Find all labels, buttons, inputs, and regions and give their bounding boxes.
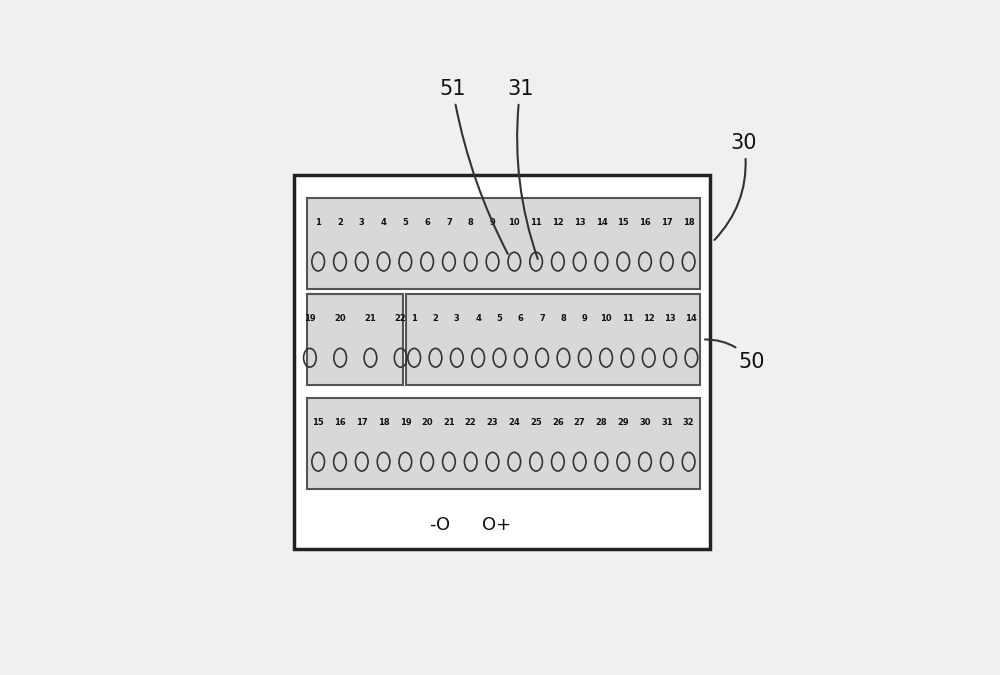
Text: 3: 3 [359, 218, 365, 227]
Text: 8: 8 [468, 218, 474, 227]
Text: 50: 50 [705, 340, 765, 372]
Text: 11: 11 [530, 218, 542, 227]
Text: 29: 29 [617, 418, 629, 427]
Text: 23: 23 [487, 418, 498, 427]
Text: 18: 18 [683, 218, 694, 227]
Text: 7: 7 [446, 218, 452, 227]
Text: 12: 12 [643, 314, 655, 323]
Text: 20: 20 [334, 314, 346, 323]
Text: 9: 9 [582, 314, 588, 323]
Text: 27: 27 [574, 418, 585, 427]
Text: 18: 18 [378, 418, 389, 427]
Text: 30: 30 [715, 134, 757, 240]
Text: 10: 10 [600, 314, 612, 323]
Text: 16: 16 [639, 218, 651, 227]
Text: 15: 15 [312, 418, 324, 427]
Text: 21: 21 [443, 418, 455, 427]
Text: 26: 26 [552, 418, 564, 427]
Text: 22: 22 [465, 418, 477, 427]
Text: 4: 4 [381, 218, 386, 227]
Bar [307, 294, 403, 385]
Text: 30: 30 [639, 418, 651, 427]
Text: 2: 2 [337, 218, 343, 227]
Text: 17: 17 [356, 418, 368, 427]
Text: 4: 4 [475, 314, 481, 323]
Text: 25: 25 [530, 418, 542, 427]
Text: 5: 5 [402, 218, 408, 227]
Text: 17: 17 [661, 218, 673, 227]
Text: 13: 13 [664, 314, 676, 323]
Text: 2: 2 [433, 314, 438, 323]
Text: 12: 12 [552, 218, 564, 227]
Text: 51: 51 [439, 79, 508, 254]
Bar [307, 398, 700, 489]
Text: 19: 19 [400, 418, 411, 427]
Text: 1: 1 [315, 218, 321, 227]
Text: 16: 16 [334, 418, 346, 427]
Text: 7: 7 [539, 314, 545, 323]
Bar [307, 198, 700, 289]
Text: 10: 10 [508, 218, 520, 227]
Text: 19: 19 [304, 314, 316, 323]
Text: 11: 11 [622, 314, 633, 323]
Text: 3: 3 [454, 314, 460, 323]
Text: 14: 14 [686, 314, 697, 323]
Text: 21: 21 [365, 314, 376, 323]
Text: 9: 9 [490, 218, 495, 227]
Text: O+: O+ [482, 516, 511, 535]
Text: 14: 14 [596, 218, 607, 227]
Text: 1: 1 [411, 314, 417, 323]
Text: 28: 28 [596, 418, 607, 427]
Text: -O: -O [429, 516, 450, 535]
Bar [294, 175, 710, 549]
Text: 6: 6 [518, 314, 524, 323]
Text: 22: 22 [395, 314, 407, 323]
Text: 20: 20 [421, 418, 433, 427]
Text: 15: 15 [617, 218, 629, 227]
Text: 31: 31 [507, 79, 538, 259]
Text: 31: 31 [661, 418, 673, 427]
Text: 32: 32 [683, 418, 694, 427]
Text: 6: 6 [424, 218, 430, 227]
Bar [406, 294, 700, 385]
Text: 24: 24 [508, 418, 520, 427]
Text: 8: 8 [561, 314, 566, 323]
Text: 5: 5 [497, 314, 502, 323]
Text: 13: 13 [574, 218, 585, 227]
